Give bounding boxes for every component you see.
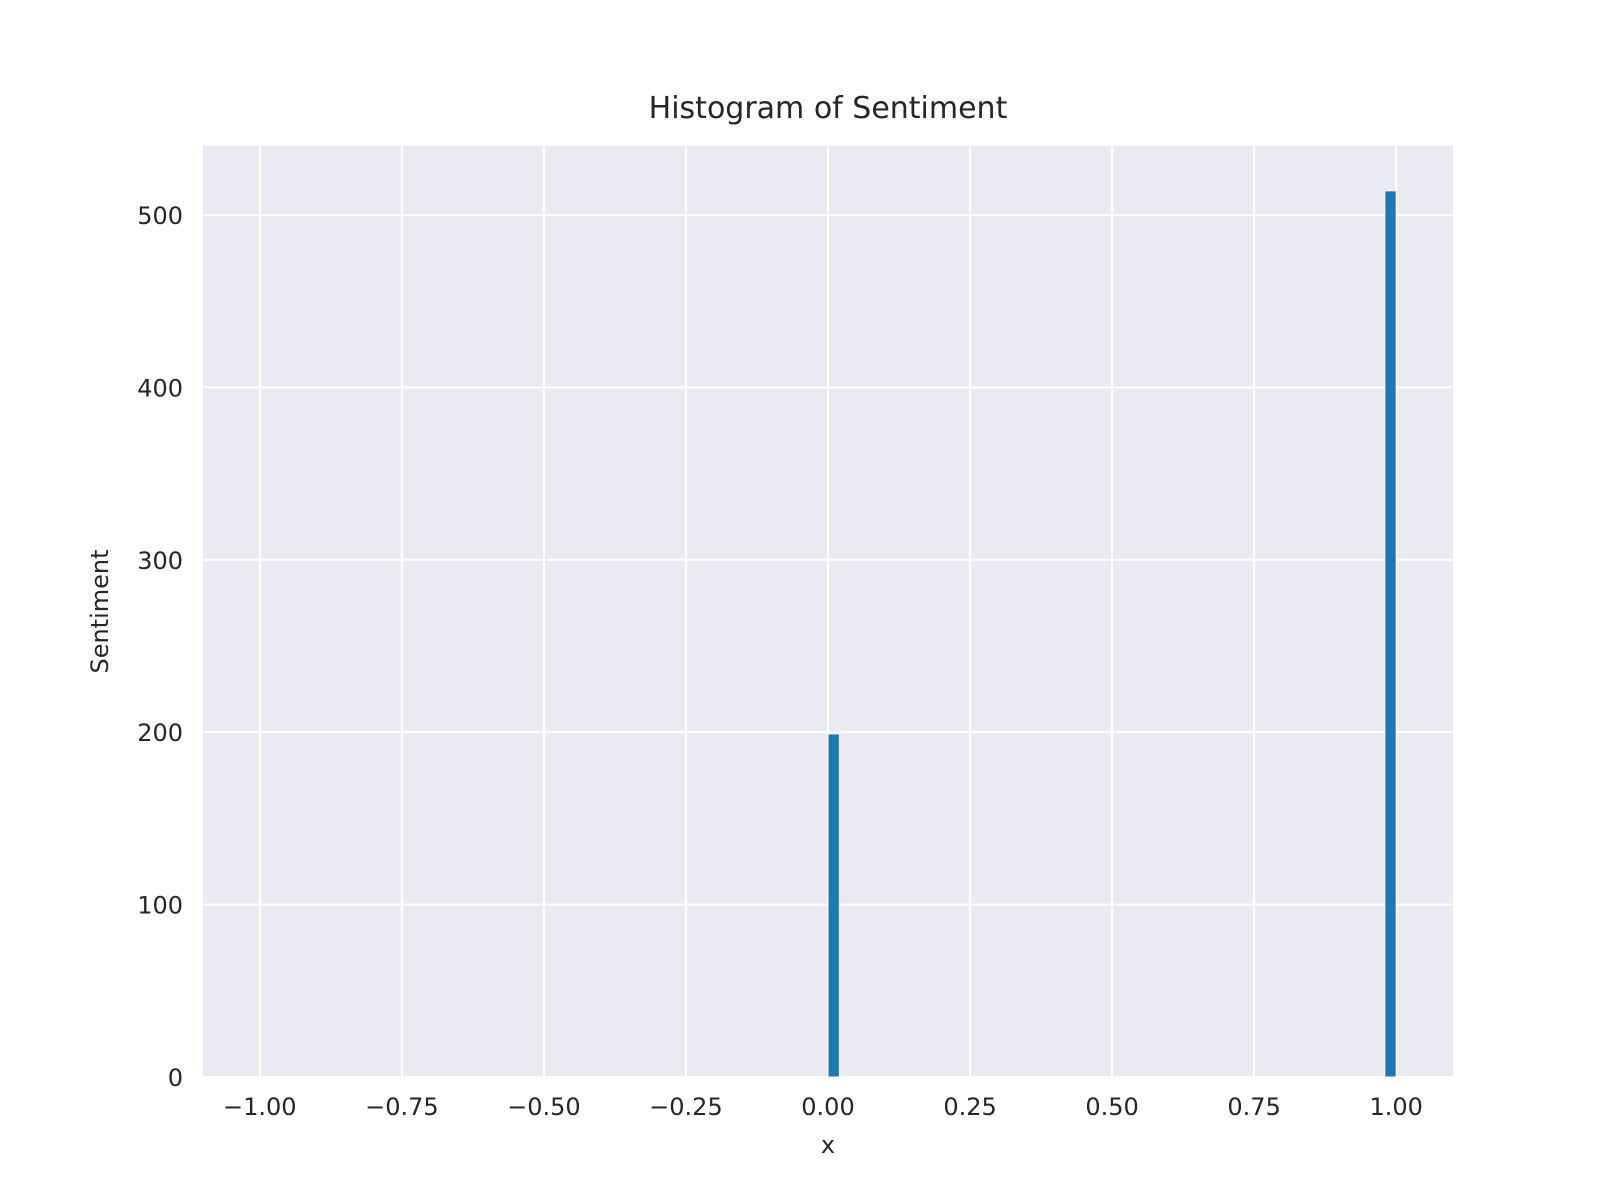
x-tick-label: −0.75 bbox=[365, 1093, 439, 1121]
x-tick-label: 0.00 bbox=[801, 1093, 854, 1121]
chart-title: Histogram of Sentiment bbox=[649, 91, 1008, 126]
histogram-bars bbox=[827, 190, 1397, 1078]
y-tick-label: 300 bbox=[137, 547, 183, 575]
x-tick-label: 0.75 bbox=[1227, 1093, 1280, 1121]
y-tick-label: 0 bbox=[168, 1064, 183, 1092]
y-tick-labels: 0 100 200 300 400 500 bbox=[137, 202, 183, 1092]
histogram-bar bbox=[1384, 190, 1397, 1078]
x-tick-label: 1.00 bbox=[1369, 1093, 1422, 1121]
x-tick-label: −1.00 bbox=[223, 1093, 297, 1121]
histogram-bar bbox=[827, 733, 840, 1078]
x-tick-labels: −1.00 −0.75 −0.50 −0.25 0.00 0.25 0.50 0.75 1.00 bbox=[223, 1093, 1423, 1121]
x-tick-label: 0.50 bbox=[1085, 1093, 1138, 1121]
y-tick-label: 400 bbox=[137, 374, 183, 402]
x-tick-label: 0.25 bbox=[943, 1093, 996, 1121]
y-tick-label: 100 bbox=[137, 892, 183, 920]
y-axis-label: Sentiment bbox=[86, 549, 114, 673]
y-tick-label: 200 bbox=[137, 719, 183, 747]
y-tick-label: 500 bbox=[137, 202, 183, 230]
x-axis-label: x bbox=[821, 1131, 835, 1159]
x-tick-label: −0.25 bbox=[649, 1093, 723, 1121]
x-tick-label: −0.50 bbox=[507, 1093, 581, 1121]
